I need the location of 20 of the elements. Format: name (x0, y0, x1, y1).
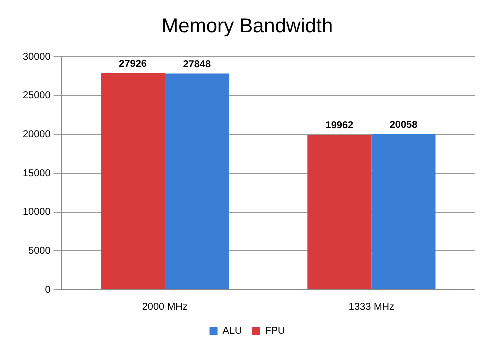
y-tick-label: 0 (45, 284, 52, 296)
y-tick-label: 20000 (22, 129, 52, 140)
bar (372, 134, 436, 290)
data-label: 27848 (183, 59, 212, 70)
chart-title: Memory Bandwidth (162, 16, 334, 38)
bar (101, 73, 166, 290)
data-label: 19962 (326, 120, 354, 132)
bar (308, 134, 372, 290)
legend-label: FPU (265, 326, 286, 337)
y-tick-label: 5000 (28, 246, 52, 257)
y-tick-label: 10000 (22, 207, 52, 218)
x-tick-label: 2000 MHz (142, 302, 188, 313)
y-tick-label: 25000 (22, 90, 52, 102)
x-tick-label: 1333 MHz (348, 302, 394, 313)
data-label: 27926 (119, 58, 148, 70)
y-tick-label: 30000 (22, 52, 52, 63)
legend-label: ALU (222, 326, 242, 337)
data-label: 20058 (390, 120, 418, 131)
bar (165, 74, 230, 290)
y-tick-label: 15000 (22, 168, 52, 180)
